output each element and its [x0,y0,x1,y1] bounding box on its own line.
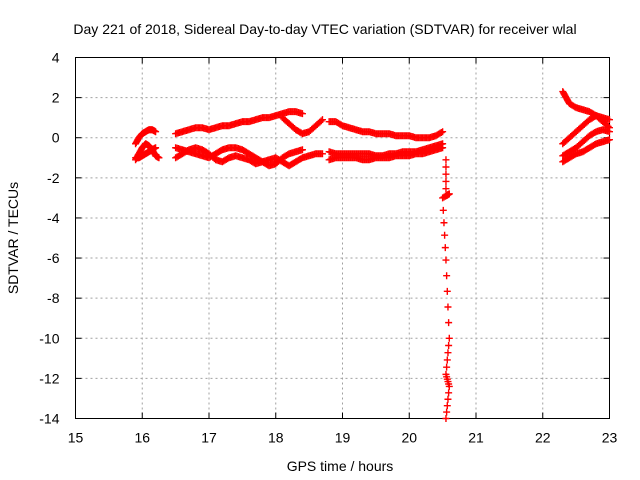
data-point [606,136,613,144]
data-point [444,395,452,403]
x-axis-label: GPS time / hours [287,458,394,474]
data-point [442,177,450,185]
data-point [442,256,450,264]
data-point [443,287,451,295]
data-point [445,319,453,327]
data-point [437,129,445,137]
x-tick-label: 17 [201,430,217,446]
data-point [440,193,448,201]
data-point [317,117,325,125]
x-tick-label: 20 [401,430,417,446]
data-point [443,363,451,371]
data-point [445,341,453,349]
data-point [440,219,448,227]
data-point [443,402,451,410]
grid-lines [75,57,610,419]
x-tick-label: 15 [68,430,84,446]
data-point [152,128,160,136]
data-point [443,408,451,416]
y-tick-label: -12 [39,370,59,386]
data-point [445,382,453,390]
data-points [132,88,613,422]
x-tick-label: 23 [602,430,618,446]
data-point [442,170,450,178]
data-point [441,231,449,239]
data-point [298,146,306,154]
x-tick-label: 18 [268,430,284,446]
y-tick-label: -4 [47,210,60,226]
data-point [445,389,453,397]
data-point [444,303,452,311]
y-tick-label: -2 [47,170,60,186]
y-tick-label: 4 [52,50,60,66]
data-point [298,110,306,118]
data-point [439,128,447,136]
y-tick-label: 2 [52,90,60,106]
data-point [441,244,449,252]
data-point [442,163,450,171]
data-point [439,206,447,214]
data-point [442,415,450,422]
y-tick-label: -10 [39,330,59,346]
x-tick-label: 22 [535,430,551,446]
x-tick-label: 19 [335,430,351,446]
y-axis-label: SDTVAR / TECUs [5,182,21,294]
data-point [606,116,613,124]
data-point [439,144,447,152]
data-point [442,185,450,193]
y-tick-label: -14 [39,411,59,427]
data-point [155,154,163,162]
y-tick-label: -6 [47,250,60,266]
x-tick-label: 16 [134,430,150,446]
y-tick-label: 0 [52,130,60,146]
data-point [443,272,451,280]
data-point [443,356,451,364]
chart-title: Day 221 of 2018, Sidereal Day-to-day VTE… [73,21,576,37]
data-point [445,334,453,342]
y-tick-label: -8 [47,290,60,306]
data-point [606,128,613,136]
x-tick-label: 21 [468,430,484,446]
data-point [444,349,452,357]
data-point [318,116,326,124]
data-point [442,156,450,164]
data-point [439,194,447,202]
data-point [318,150,326,158]
